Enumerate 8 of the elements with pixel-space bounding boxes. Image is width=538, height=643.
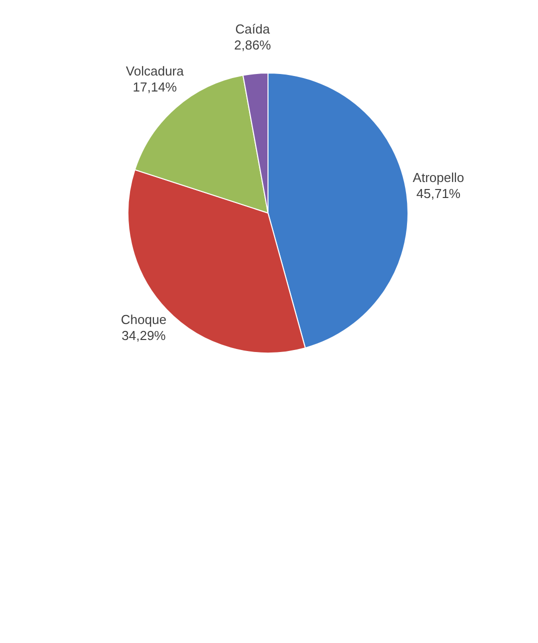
slice-label: Caída: [235, 22, 271, 37]
slice-label: Choque: [120, 312, 166, 327]
data-label: 17,14%: [132, 79, 178, 94]
data-label: 45,71%: [416, 186, 461, 201]
data-label: 34,29%: [122, 328, 166, 343]
slice-label: Atropello: [412, 170, 464, 185]
slice-label: Volcadura: [126, 63, 184, 78]
data-label: 2,86%: [234, 38, 272, 53]
